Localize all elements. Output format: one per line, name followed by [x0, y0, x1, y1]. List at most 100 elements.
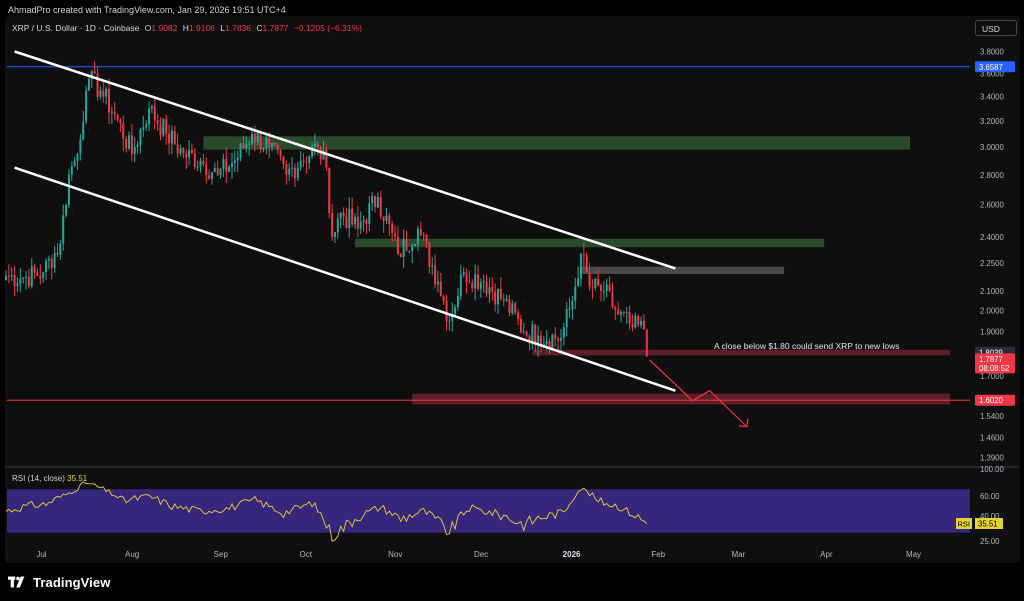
- chart-panel[interactable]: [5, 16, 1020, 563]
- time-axis-label: May: [906, 550, 921, 559]
- candle-body: [365, 220, 368, 224]
- candle-body: [236, 157, 239, 161]
- legend-high-label: H: [182, 23, 189, 33]
- channel-upper-line[interactable]: [14, 50, 676, 270]
- zone-resistance-1: [354, 238, 825, 248]
- candle-body: [322, 149, 325, 160]
- tradingview-logo-icon: [8, 576, 25, 588]
- candle-body: [548, 341, 551, 349]
- zone-support-3: [532, 349, 950, 356]
- candle-body: [405, 238, 408, 252]
- price-axis-label-bg: [975, 362, 1015, 374]
- rsi-line[interactable]: [5, 481, 648, 542]
- candle-body: [640, 321, 643, 326]
- candle-body: [519, 318, 522, 333]
- candle-body: [605, 284, 608, 291]
- candle-body: [13, 274, 16, 287]
- candle-body: [36, 272, 39, 276]
- candle-body: [456, 295, 459, 308]
- candle-body: [376, 197, 379, 208]
- candle-body: [265, 138, 268, 149]
- time-axis-label: Sep: [214, 550, 229, 559]
- tradingview-logo[interactable]: TradingView: [8, 572, 110, 592]
- candle-body: [222, 159, 225, 169]
- candle-body: [434, 265, 437, 285]
- candle-body: [416, 228, 419, 245]
- candle-body: [571, 300, 574, 309]
- candle-body: [620, 312, 623, 315]
- legend-close: 1.7877: [262, 23, 289, 33]
- candle-body: [617, 309, 620, 315]
- candle-body: [299, 160, 302, 168]
- candle-body: [308, 156, 311, 163]
- candle-body: [305, 161, 308, 163]
- projection-path[interactable]: [649, 359, 748, 428]
- candle-body: [534, 324, 537, 345]
- candle-body: [445, 300, 448, 322]
- currency-button[interactable]: USD: [975, 20, 1017, 36]
- candle-body: [342, 212, 345, 217]
- candle-body: [557, 338, 560, 341]
- candle-body: [291, 167, 294, 169]
- candle-body: [462, 272, 465, 275]
- candle-body: [30, 266, 33, 287]
- price-tick-label: 2.2500: [980, 259, 1005, 268]
- time-axis-label: 2026: [563, 550, 581, 559]
- candle-body: [525, 331, 528, 336]
- candle-body: [628, 312, 631, 324]
- candle-body: [479, 282, 482, 289]
- candle-body: [136, 144, 139, 148]
- candle-body: [582, 254, 585, 256]
- candle-body: [454, 307, 457, 315]
- candle-body: [85, 90, 88, 122]
- candle-body: [359, 221, 362, 229]
- price-tick-label: 1.3900: [980, 454, 1005, 463]
- candle-body: [439, 281, 442, 297]
- channel-lower-line[interactable]: [14, 166, 676, 392]
- candle-body: [511, 303, 514, 314]
- candle-body: [268, 138, 271, 147]
- candle-body: [514, 303, 517, 313]
- candle-body: [602, 290, 605, 292]
- candle-body: [279, 150, 282, 157]
- time-axis-label: Oct: [300, 550, 313, 559]
- candle-body: [388, 215, 391, 224]
- candle-body: [82, 121, 85, 140]
- candle-body: [631, 323, 634, 328]
- candle-body: [356, 217, 359, 229]
- candle-body: [219, 168, 222, 175]
- candle-body: [159, 124, 162, 136]
- candle-body: [93, 71, 96, 74]
- candle-body: [33, 266, 36, 273]
- candle-body: [16, 283, 19, 287]
- candle-body: [482, 281, 485, 283]
- candle-body: [608, 284, 611, 292]
- candle-body: [293, 167, 296, 178]
- rsi-badge-name: RSI: [958, 519, 971, 528]
- price-axis-label-bg: [975, 394, 1015, 406]
- candle-body: [296, 167, 299, 178]
- candle-body: [539, 335, 542, 347]
- candle-body: [451, 314, 454, 321]
- price-tick-label: 2.1000: [980, 287, 1005, 296]
- candle-body: [448, 320, 451, 322]
- candle-body: [588, 271, 591, 288]
- candle-body: [256, 132, 259, 143]
- candle-body: [173, 131, 176, 145]
- candle-body: [182, 147, 185, 154]
- candle-body: [502, 299, 505, 301]
- legend-open-label: O: [144, 23, 152, 33]
- candle-body: [165, 119, 168, 134]
- candle-body: [488, 287, 491, 294]
- candle-body: [325, 149, 328, 168]
- symbol-legend: XRP / U.S. Dollar · 1D · Coinbase O1.908…: [12, 23, 362, 33]
- candle-body: [205, 164, 208, 176]
- candle-body: [233, 160, 236, 164]
- candle-body: [188, 149, 191, 158]
- time-axis-label: Feb: [651, 550, 665, 559]
- candle-body: [554, 334, 557, 339]
- candle-body: [348, 208, 351, 228]
- candle-body: [145, 124, 148, 128]
